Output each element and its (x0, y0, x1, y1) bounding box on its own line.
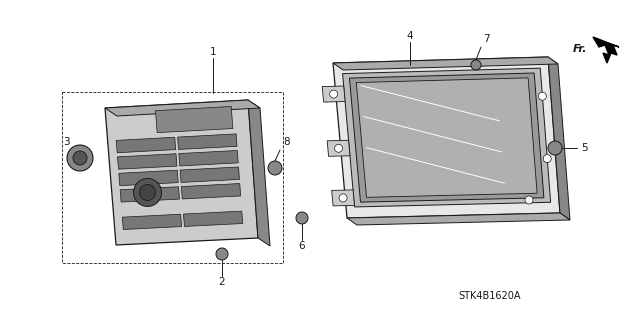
Polygon shape (333, 57, 558, 70)
Circle shape (296, 212, 308, 224)
Polygon shape (332, 190, 355, 206)
Text: 1: 1 (210, 47, 216, 57)
Circle shape (73, 151, 87, 165)
Circle shape (525, 196, 533, 204)
Polygon shape (342, 68, 550, 207)
Polygon shape (184, 211, 243, 226)
Polygon shape (248, 100, 270, 246)
Circle shape (538, 92, 547, 100)
Circle shape (335, 144, 342, 152)
Polygon shape (181, 183, 241, 199)
Polygon shape (156, 107, 233, 133)
Circle shape (134, 178, 161, 206)
Circle shape (216, 248, 228, 260)
Polygon shape (322, 86, 345, 102)
Polygon shape (118, 154, 177, 169)
Circle shape (67, 145, 93, 171)
Polygon shape (116, 137, 176, 153)
Polygon shape (120, 187, 179, 202)
Text: STK4B1620A: STK4B1620A (459, 291, 521, 301)
Polygon shape (593, 37, 619, 63)
Text: 7: 7 (483, 34, 490, 44)
Text: 2: 2 (219, 277, 225, 287)
Circle shape (140, 184, 156, 200)
Circle shape (471, 60, 481, 70)
Polygon shape (548, 57, 570, 220)
Circle shape (543, 155, 551, 163)
Polygon shape (349, 73, 544, 202)
Polygon shape (347, 213, 570, 225)
Circle shape (339, 194, 347, 202)
Polygon shape (179, 151, 238, 166)
Polygon shape (105, 100, 260, 116)
Circle shape (330, 90, 338, 98)
Polygon shape (105, 100, 258, 245)
Polygon shape (333, 57, 560, 218)
Text: Fr.: Fr. (573, 44, 588, 54)
Polygon shape (356, 78, 537, 197)
Text: 5: 5 (580, 143, 588, 153)
Text: 6: 6 (299, 241, 305, 251)
Text: 4: 4 (406, 31, 413, 41)
Circle shape (268, 161, 282, 175)
Polygon shape (122, 214, 182, 229)
Polygon shape (327, 140, 350, 156)
Polygon shape (180, 167, 239, 182)
Text: 3: 3 (63, 137, 69, 147)
Polygon shape (119, 170, 178, 186)
Circle shape (548, 141, 562, 155)
Text: 8: 8 (284, 137, 291, 147)
Polygon shape (177, 134, 237, 150)
